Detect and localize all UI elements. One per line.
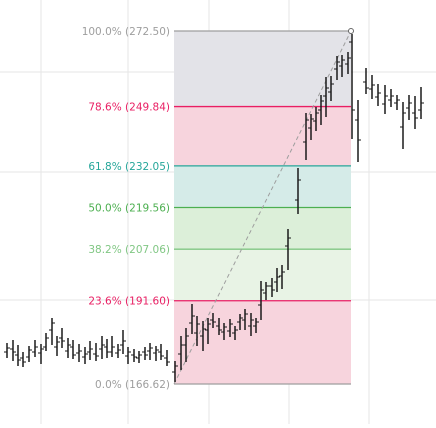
fib-level-label: 50.0% (219.56) bbox=[88, 203, 170, 215]
fib-level-label: 100.0% (272.50) bbox=[82, 26, 170, 38]
fib-zone bbox=[174, 249, 351, 301]
fib-zone bbox=[174, 300, 351, 384]
fib-labels: 100.0% (272.50) 78.6% (249.84) 61.8% (232.… bbox=[82, 26, 170, 391]
fib-level-label: 0.0% (166.62) bbox=[95, 379, 170, 391]
fib-level-label: 38.2% (207.06) bbox=[88, 244, 170, 256]
fib-zone bbox=[174, 106, 351, 166]
fib-zone bbox=[174, 165, 351, 208]
fib-level-label: 23.6% (191.60) bbox=[88, 296, 170, 308]
fib-zone bbox=[174, 31, 351, 107]
fib-level-label: 78.6% (249.84) bbox=[88, 102, 170, 114]
fib-zones bbox=[174, 31, 351, 384]
fib-zone bbox=[174, 207, 351, 250]
price-bars bbox=[4, 34, 424, 382]
fib-level-label: 61.8% (232.05) bbox=[88, 161, 170, 173]
trendline-handle[interactable] bbox=[348, 28, 354, 34]
